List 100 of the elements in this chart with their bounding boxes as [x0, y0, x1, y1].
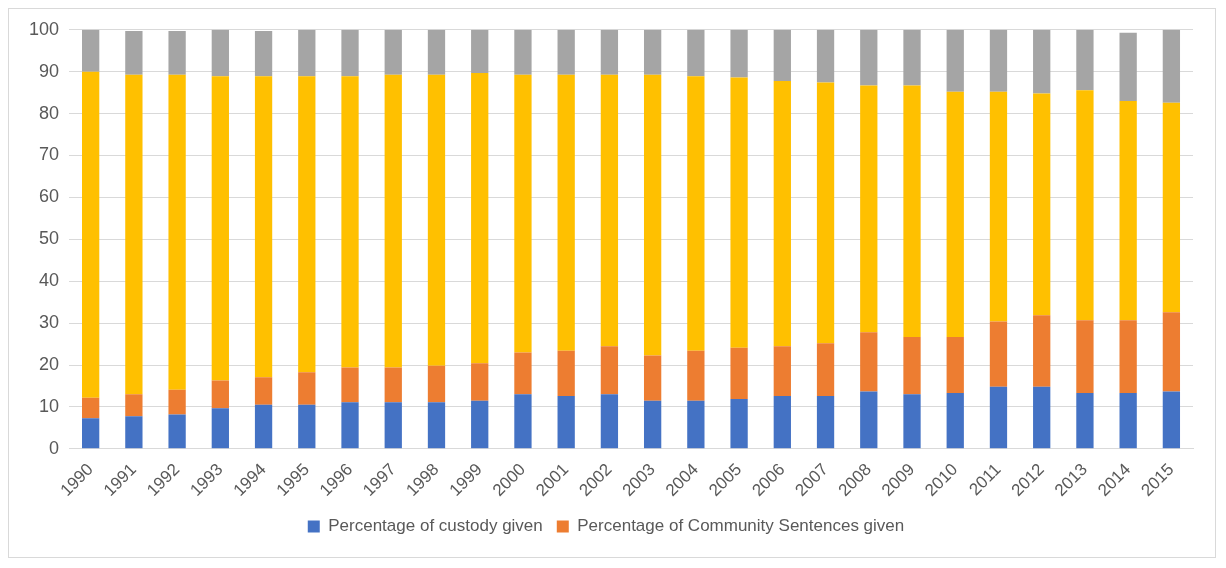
bar: [82, 418, 100, 449]
bar: [168, 389, 186, 415]
bar: [557, 396, 575, 449]
bar: [514, 74, 532, 353]
bar: [816, 82, 835, 344]
bar: [471, 29, 489, 73]
bar: [82, 71, 100, 398]
bar: [384, 367, 402, 403]
bar: [1162, 29, 1181, 103]
bar: [514, 29, 532, 75]
bar: [946, 393, 964, 449]
bar: [125, 394, 143, 417]
bar: [773, 346, 791, 397]
y-tick-label: 10: [39, 395, 60, 416]
bar: [860, 332, 878, 392]
bar: [384, 74, 402, 368]
bar: [168, 74, 186, 390]
y-tick-label: 0: [49, 437, 60, 458]
bar: [82, 29, 100, 72]
bar: [384, 29, 402, 75]
y-tick-label: 20: [39, 354, 60, 374]
bar: [989, 29, 1008, 92]
bar: [773, 80, 791, 347]
bar: [687, 76, 705, 351]
bar: [1076, 90, 1094, 321]
bar: [600, 346, 619, 395]
bar: [254, 404, 273, 449]
bar: [471, 363, 489, 401]
bar: [903, 29, 921, 86]
bar: [946, 29, 964, 92]
bar: [1119, 101, 1137, 321]
bar: [1033, 315, 1051, 387]
bar: [254, 377, 273, 405]
y-tick-label: 50: [39, 228, 60, 249]
bar: [1162, 102, 1181, 313]
bar: [557, 350, 575, 397]
bar: [816, 29, 835, 83]
bar: [643, 400, 662, 449]
bar: [1033, 386, 1051, 449]
bar: [860, 85, 878, 333]
bar: [514, 352, 532, 395]
y-tick-label: 90: [39, 60, 60, 81]
bar: [168, 31, 186, 75]
bar: [773, 29, 791, 81]
bar: [514, 394, 532, 449]
bar: [903, 85, 921, 337]
bar: [730, 398, 748, 449]
bar: [1119, 393, 1137, 449]
bar: [298, 29, 316, 77]
bar: [1119, 320, 1137, 394]
bar: [427, 74, 446, 366]
bar: [730, 29, 748, 78]
bar: [643, 74, 662, 356]
legend-label: Percentage of Community Sentences given: [577, 516, 905, 536]
bar: [600, 74, 619, 347]
bar: [903, 336, 921, 395]
y-tick-label: 100: [28, 18, 60, 39]
bar: [557, 74, 575, 351]
bar: [773, 396, 791, 449]
bar: [125, 416, 143, 449]
bar: [946, 91, 964, 337]
bar: [903, 394, 921, 449]
bar: [341, 76, 359, 368]
bar: [687, 400, 705, 449]
bar: [816, 396, 835, 449]
bar: [1076, 320, 1094, 394]
y-tick-label: 60: [39, 186, 60, 207]
bar: [946, 336, 964, 394]
bar: [125, 74, 143, 395]
bar: [730, 77, 748, 348]
bar: [82, 397, 100, 419]
y-tick-label: 40: [39, 270, 60, 291]
bar: [125, 31, 143, 75]
bar: [989, 386, 1008, 449]
bar: [1162, 312, 1181, 392]
bar: [730, 347, 748, 399]
bar: [600, 29, 619, 75]
y-tick-label: 80: [39, 102, 60, 123]
bar: [687, 350, 705, 401]
bar: [168, 414, 186, 449]
bar: [989, 91, 1008, 322]
bar: [471, 72, 489, 364]
bar: [211, 380, 229, 409]
legend-label: Percentage of custody given: [328, 516, 543, 536]
bar: [211, 29, 229, 77]
bar: [860, 29, 878, 86]
y-tick-label: 30: [39, 312, 60, 333]
bar: [254, 76, 273, 378]
bar: [427, 29, 446, 75]
bar: [687, 29, 705, 77]
bar: [816, 343, 835, 397]
bar: [341, 29, 359, 77]
bar: [254, 31, 273, 77]
bar: [643, 355, 662, 401]
bar: [643, 29, 662, 75]
bar: [1162, 391, 1181, 449]
bar: [557, 29, 575, 75]
bar: [600, 394, 619, 449]
bar: [1076, 393, 1094, 449]
bar: [298, 372, 316, 405]
